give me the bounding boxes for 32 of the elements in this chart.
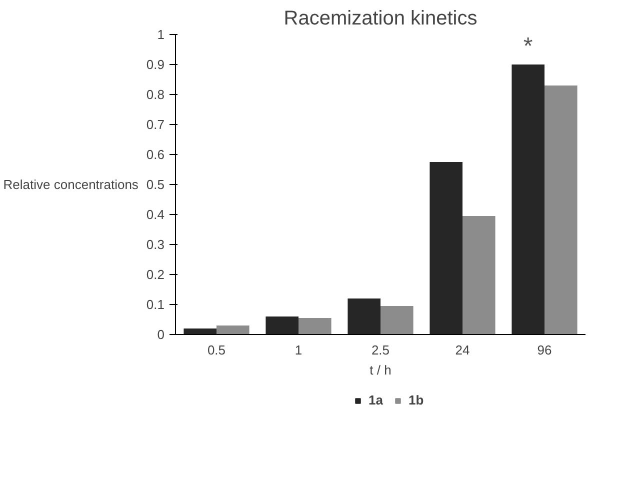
y-tick-label: 1 <box>157 27 165 42</box>
y-tick-label: 0.2 <box>146 267 165 282</box>
annotation: * <box>523 33 533 60</box>
x-tick-label: 0.5 <box>207 342 226 358</box>
bar <box>216 326 250 334</box>
y-tick-label: 0.5 <box>146 177 165 192</box>
x-tick-label: 2.5 <box>371 342 390 358</box>
y-tick-label: 0.4 <box>146 207 165 222</box>
bar <box>430 162 462 334</box>
y-tick-label: 0.8 <box>146 87 165 102</box>
bar <box>380 306 414 334</box>
bar <box>512 64 544 334</box>
x-axis-title: t / h <box>370 362 392 378</box>
bar <box>184 328 216 334</box>
bar <box>298 318 332 334</box>
bar <box>348 298 380 334</box>
y-tick-label: 0.1 <box>146 297 165 312</box>
y-tick-label: 0 <box>157 327 165 342</box>
legend-label: 1b <box>408 392 425 408</box>
legend-label: 1a <box>368 392 384 408</box>
bar <box>462 216 496 334</box>
chart-title: Racemization kinetics <box>284 8 478 30</box>
bar <box>544 86 578 334</box>
y-tick-label: 0.7 <box>146 117 165 132</box>
y-axis-title: Relative concentrations <box>3 177 139 192</box>
x-tick-label: 1 <box>294 342 302 358</box>
y-tick-label: 0.9 <box>146 57 165 72</box>
bar <box>266 316 298 334</box>
x-tick-label: 96 <box>537 342 552 358</box>
y-tick-label: 0.3 <box>146 237 165 252</box>
y-tick-label: 0.6 <box>146 147 165 162</box>
x-tick-label: 24 <box>455 342 470 358</box>
